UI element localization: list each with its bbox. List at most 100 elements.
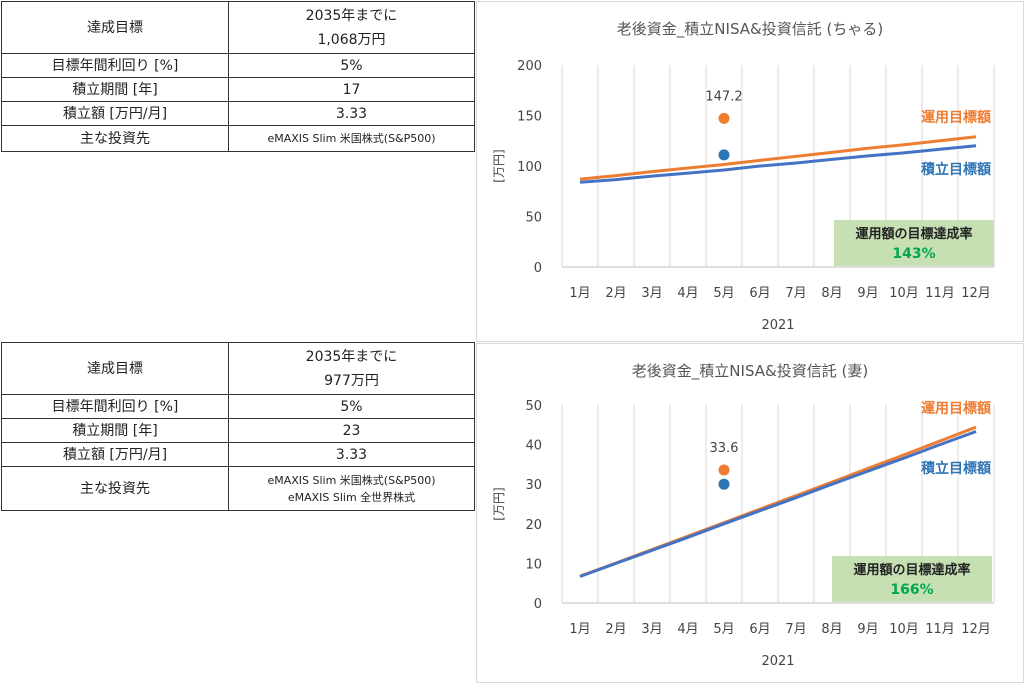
table-row: 積立期間 [年] 17 xyxy=(1,77,475,102)
y-tick-label: 0 xyxy=(534,597,542,612)
y-tick-label: 50 xyxy=(525,211,542,226)
data-point xyxy=(718,478,730,490)
row-value-line: 2035年までに xyxy=(305,7,398,24)
x-tick-label: 2月 xyxy=(605,622,626,637)
row-value: eMAXIS Slim 米国株式(S&P500) eMAXIS Slim 全世界… xyxy=(228,466,475,511)
x-tick-label: 7月 xyxy=(785,286,806,301)
row-value: 2035年までに 977万円 xyxy=(228,342,475,395)
table-row: 主な投資先 eMAXIS Slim 米国株式(S&P500) xyxy=(1,125,475,152)
row-value-line: 1,068万円 xyxy=(317,31,386,48)
table-row: 目標年間利回り [%] 5% xyxy=(1,394,475,419)
summary-table-2: 達成目標 2035年までに 977万円 目標年間利回り [%] 5% 積立期間 … xyxy=(1,342,475,511)
row-label: 積立額 [万円/月] xyxy=(1,101,229,126)
summary-table-1: 達成目標 2035年までに 1,068万円 目標年間利回り [%] 5% 積立期… xyxy=(1,1,475,152)
chart-panel-1: 老後資金_積立NISA&投資信託 (ちゃる) 0 50 100 150 200 [万円] 1月… xyxy=(476,1,1024,342)
x-tick-label: 4月 xyxy=(677,622,698,637)
y-axis-label: [万円] xyxy=(492,487,506,520)
y-tick-label: 40 xyxy=(525,439,542,454)
x-tick-label: 8月 xyxy=(821,622,842,637)
x-tick-label: 3月 xyxy=(641,286,662,301)
x-tick-label: 4月 xyxy=(677,286,698,301)
row-value: 5% xyxy=(228,53,475,78)
y-tick-label: 200 xyxy=(517,59,542,74)
row-value: eMAXIS Slim 米国株式(S&P500) xyxy=(228,125,475,152)
series-line-1 xyxy=(579,144,977,184)
table-row: 主な投資先 eMAXIS Slim 米国株式(S&P500) eMAXIS Sl… xyxy=(1,466,475,511)
chart-panel-2: 老後資金_積立NISA&投資信託 (妻) 0 10 20 30 40 50 [万円] 1月 2月 3… xyxy=(476,343,1024,683)
y-tick-label: 10 xyxy=(525,557,542,572)
x-tick-label: 3月 xyxy=(641,622,662,637)
row-value: 23 xyxy=(228,418,475,443)
chart-title: 老後資金_積立NISA&投資信託 (妻) xyxy=(632,362,868,381)
y-tick-label: 0 xyxy=(534,261,542,276)
x-tick-label: 9月 xyxy=(857,286,878,301)
row-value-line: eMAXIS Slim 米国株式(S&P500) xyxy=(267,473,436,487)
x-tick-label: 7月 xyxy=(785,622,806,637)
data-point xyxy=(718,464,730,476)
series-label: 積立目標額 xyxy=(920,161,991,178)
x-tick-label: 6月 xyxy=(749,622,770,637)
row-value: 5% xyxy=(228,394,475,419)
table-row: 積立額 [万円/月] 3.33 xyxy=(1,442,475,467)
row-label: 目標年間利回り [%] xyxy=(1,53,229,78)
row-label: 主な投資先 xyxy=(1,125,229,152)
row-label: 積立額 [万円/月] xyxy=(1,442,229,467)
row-value: 2035年までに 1,068万円 xyxy=(228,1,475,54)
x-axis-label: 2021 xyxy=(761,318,794,333)
x-tick-label: 5月 xyxy=(713,622,734,637)
row-value-line: 977万円 xyxy=(324,372,379,389)
row-label: 目標年間利回り [%] xyxy=(1,394,229,419)
series-label: 運用目標額 xyxy=(921,400,991,417)
series-line-0 xyxy=(579,135,977,181)
row-label: 積立期間 [年] xyxy=(1,77,229,102)
x-tick-label: 2月 xyxy=(605,286,626,301)
x-tick-label: 8月 xyxy=(821,286,842,301)
y-tick-label: 30 xyxy=(525,478,542,493)
y-tick-label: 50 xyxy=(525,399,542,414)
series-label: 運用目標額 xyxy=(921,109,991,126)
x-tick-label: 12月 xyxy=(961,622,991,637)
series-line-1 xyxy=(579,430,977,578)
row-value: 17 xyxy=(228,77,475,102)
x-tick-label: 10月 xyxy=(889,622,919,637)
table-row: 目標年間利回り [%] 5% xyxy=(1,53,475,78)
y-tick-label: 20 xyxy=(525,518,542,533)
chart-2: 老後資金_積立NISA&投資信託 (妻) 0 10 20 30 40 50 [万円] 1月 2月 3… xyxy=(492,362,995,669)
x-tick-label: 10月 xyxy=(889,286,919,301)
row-value: 3.33 xyxy=(228,101,475,126)
chart-1: 老後資金_積立NISA&投資信託 (ちゃる) 0 50 100 150 200 [万円] 1月… xyxy=(492,20,995,333)
row-value-line: 2035年までに xyxy=(305,348,398,365)
row-value: 3.33 xyxy=(228,442,475,467)
ratio-box xyxy=(834,220,994,266)
table-row: 達成目標 2035年までに 1,068万円 xyxy=(1,1,475,54)
ratio-box xyxy=(832,556,992,602)
data-label: 147.2 xyxy=(705,89,742,104)
ratio-title: 運用額の目標達成率 xyxy=(853,562,970,578)
chart-title: 老後資金_積立NISA&投資信託 (ちゃる) xyxy=(617,20,883,39)
table-row: 積立期間 [年] 23 xyxy=(1,418,475,443)
ratio-value: 166% xyxy=(890,582,933,598)
x-tick-label: 5月 xyxy=(713,286,734,301)
table-row: 積立額 [万円/月] 3.33 xyxy=(1,101,475,126)
x-tick-label: 12月 xyxy=(961,286,991,301)
data-point xyxy=(718,112,730,124)
data-label: 33.6 xyxy=(710,441,739,456)
x-tick-label: 1月 xyxy=(569,622,590,637)
row-label: 達成目標 xyxy=(1,342,229,395)
x-tick-label: 6月 xyxy=(749,286,770,301)
ratio-title: 運用額の目標達成率 xyxy=(855,226,972,242)
x-axis-label: 2021 xyxy=(761,654,794,669)
row-value-line: eMAXIS Slim 全世界株式 xyxy=(287,490,416,504)
y-tick-label: 100 xyxy=(517,160,542,175)
x-tick-label: 1月 xyxy=(569,286,590,301)
series-label: 積立目標額 xyxy=(920,460,991,477)
y-tick-label: 150 xyxy=(517,110,542,125)
x-tick-label: 11月 xyxy=(925,286,955,301)
data-point xyxy=(718,149,730,161)
row-label: 達成目標 xyxy=(1,1,229,54)
row-label: 主な投資先 xyxy=(1,466,229,511)
x-tick-label: 11月 xyxy=(925,622,955,637)
table-row: 達成目標 2035年までに 977万円 xyxy=(1,342,475,395)
y-axis-label: [万円] xyxy=(492,149,506,182)
row-label: 積立期間 [年] xyxy=(1,418,229,443)
